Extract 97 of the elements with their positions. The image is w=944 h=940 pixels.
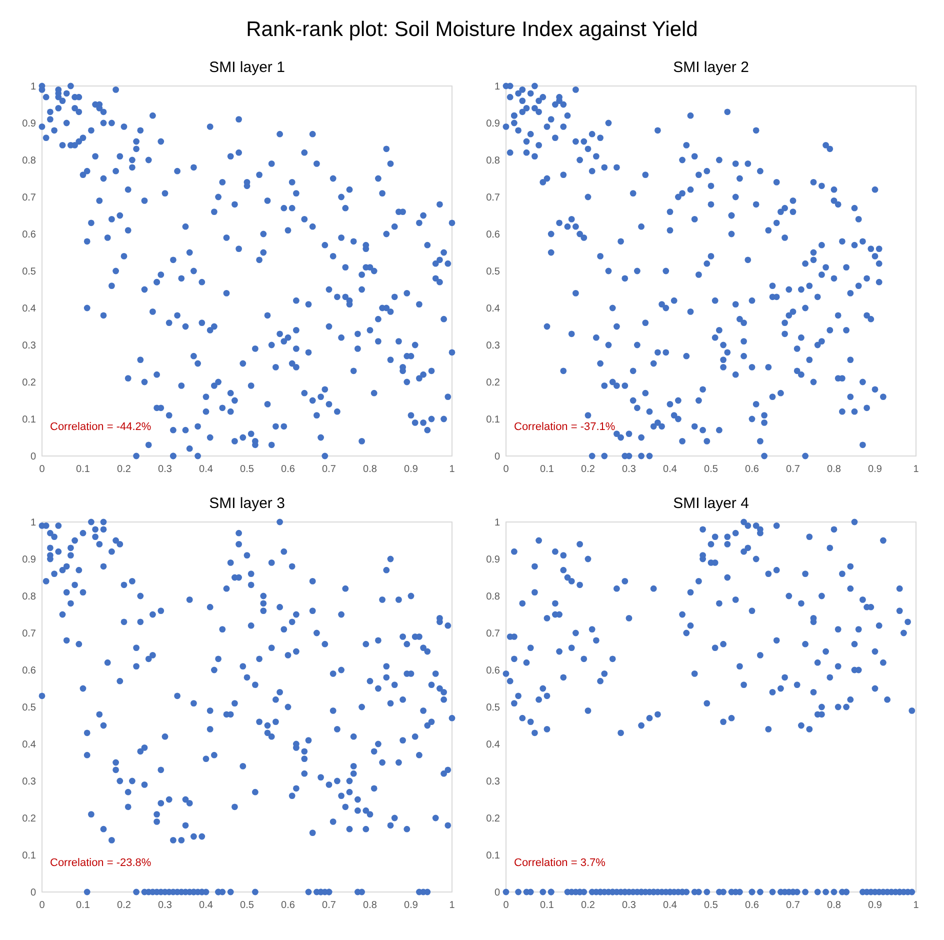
x-tick-label: 0.9 bbox=[868, 900, 882, 911]
y-tick-label: 0.6 bbox=[22, 230, 36, 240]
x-tick-label: 0.2 bbox=[581, 900, 596, 911]
y-tick-label: 0.5 bbox=[22, 266, 36, 278]
x-tick-label: 1 bbox=[449, 464, 456, 475]
x-tick-label: 0 bbox=[503, 900, 510, 911]
y-tick-label: 1 bbox=[30, 518, 36, 528]
y-tick-label: 1 bbox=[494, 518, 500, 528]
x-tick-label: 0.7 bbox=[786, 900, 800, 911]
x-tick-label: 0.5 bbox=[704, 900, 718, 911]
annotation: Correlation = -44.2% bbox=[50, 421, 152, 433]
x-tick-label: 0.6 bbox=[281, 900, 296, 911]
y-tick-label: 0 bbox=[30, 888, 36, 898]
chart-title: Rank-rank plot: Soil Moisture Index against Yield bbox=[246, 18, 698, 41]
y-tick-label: 0.7 bbox=[22, 192, 36, 204]
y-tick-label: 0.9 bbox=[22, 118, 36, 130]
x-tick-label: 0.1 bbox=[76, 900, 90, 911]
x-tick-label: 1 bbox=[913, 900, 920, 911]
chart-title: SMI layer 2 bbox=[673, 59, 749, 76]
y-tick-label: 0.1 bbox=[486, 414, 500, 426]
x-tick-label: 0.9 bbox=[868, 464, 882, 475]
y-tick-label: 0.7 bbox=[486, 628, 500, 640]
y-tick-label: 0.7 bbox=[22, 628, 36, 640]
chart-subtitle: SMI layer 1 bbox=[209, 59, 285, 76]
x-tick-label: 0.1 bbox=[76, 464, 90, 475]
x-tick-label: 0.2 bbox=[117, 900, 132, 911]
y-tick-label: 0.4 bbox=[486, 740, 500, 750]
x-tick-label: 0.3 bbox=[622, 464, 636, 475]
x-tick-label: 0.7 bbox=[322, 464, 336, 475]
y-tick-label: 0.8 bbox=[22, 156, 36, 166]
y-tick-label: 0.9 bbox=[486, 118, 500, 130]
y-tick-label: 0 bbox=[494, 452, 500, 462]
y-tick-label: 0 bbox=[494, 888, 500, 898]
x-tick-label: 0.2 bbox=[117, 464, 132, 475]
y-tick-label: 0.3 bbox=[486, 340, 500, 352]
y-tick-label: 0.9 bbox=[22, 554, 36, 566]
x-tick-label: 0.4 bbox=[663, 464, 678, 475]
y-tick-label: 0.6 bbox=[22, 666, 36, 676]
x-tick-label: 0.3 bbox=[158, 464, 172, 475]
y-tick-label: 0.5 bbox=[486, 266, 500, 278]
x-tick-label: 0.5 bbox=[240, 900, 254, 911]
y-tick-label: 0 bbox=[30, 452, 36, 462]
y-tick-label: 0.8 bbox=[486, 156, 500, 166]
x-tick-label: 0.6 bbox=[281, 464, 296, 475]
x-tick-label: 0.1 bbox=[540, 464, 554, 475]
y-tick-label: 0.3 bbox=[22, 340, 36, 352]
x-tick-label: 0.8 bbox=[827, 464, 842, 475]
y-tick-label: 0.2 bbox=[486, 378, 500, 388]
y-tick-label: 0.3 bbox=[22, 776, 36, 788]
y-tick-label: 0.9 bbox=[486, 554, 500, 566]
x-tick-label: 0 bbox=[503, 464, 510, 475]
y-tick-label: 0.5 bbox=[22, 702, 36, 714]
y-tick-label: 0.1 bbox=[22, 850, 36, 862]
x-tick-label: 1 bbox=[913, 464, 920, 475]
x-tick-label: 0.4 bbox=[199, 900, 214, 911]
chart-title: SMI layer 3 bbox=[209, 495, 285, 512]
x-tick-label: 0.6 bbox=[745, 900, 760, 911]
annotation: Correlation = -37.1% bbox=[514, 421, 616, 433]
y-tick-label: 0.6 bbox=[486, 666, 500, 676]
y-tick-label: 0.2 bbox=[22, 814, 36, 824]
x-tick-label: 0.4 bbox=[663, 900, 678, 911]
x-tick-label: 0.8 bbox=[363, 900, 378, 911]
x-tick-label: 0.8 bbox=[827, 900, 842, 911]
x-tick-label: 1 bbox=[449, 900, 456, 911]
chart-title: SMI layer 4 bbox=[673, 495, 749, 512]
x-tick-label: 0.3 bbox=[158, 900, 172, 911]
annotation: Correlation = 3.7% bbox=[514, 857, 606, 869]
y-tick-label: 0.1 bbox=[486, 850, 500, 862]
x-tick-label: 0.8 bbox=[363, 464, 378, 475]
x-tick-label: 0.4 bbox=[199, 464, 214, 475]
x-tick-label: 0.5 bbox=[240, 464, 254, 475]
y-tick-label: 0.1 bbox=[22, 414, 36, 426]
x-tick-label: 0.2 bbox=[581, 464, 596, 475]
x-tick-label: 0.6 bbox=[745, 464, 760, 475]
y-tick-label: 0.5 bbox=[486, 702, 500, 714]
x-tick-label: 0.7 bbox=[786, 464, 800, 475]
y-tick-label: 0.8 bbox=[22, 592, 36, 602]
y-tick-label: 0.6 bbox=[486, 230, 500, 240]
y-tick-label: 0.4 bbox=[22, 740, 36, 750]
annotation: Correlation = -23.8% bbox=[50, 857, 152, 869]
x-tick-label: 0.5 bbox=[704, 464, 718, 475]
x-tick-label: 0.3 bbox=[622, 900, 636, 911]
x-tick-label: 0.7 bbox=[322, 900, 336, 911]
y-tick-label: 0.4 bbox=[22, 304, 36, 314]
y-tick-label: 1 bbox=[494, 82, 500, 92]
x-tick-label: 0.9 bbox=[404, 900, 418, 911]
y-tick-label: 0.2 bbox=[22, 378, 36, 388]
x-tick-label: 0 bbox=[39, 464, 46, 475]
x-tick-label: 0.9 bbox=[404, 464, 418, 475]
y-tick-label: 0.2 bbox=[486, 814, 500, 824]
x-tick-label: 0 bbox=[39, 900, 46, 911]
y-tick-label: 0.8 bbox=[486, 592, 500, 602]
y-tick-label: 0.4 bbox=[486, 304, 500, 314]
y-tick-label: 1 bbox=[30, 82, 36, 92]
y-tick-label: 0.7 bbox=[486, 192, 500, 204]
x-tick-label: 0.1 bbox=[540, 900, 554, 911]
y-tick-label: 0.3 bbox=[486, 776, 500, 788]
